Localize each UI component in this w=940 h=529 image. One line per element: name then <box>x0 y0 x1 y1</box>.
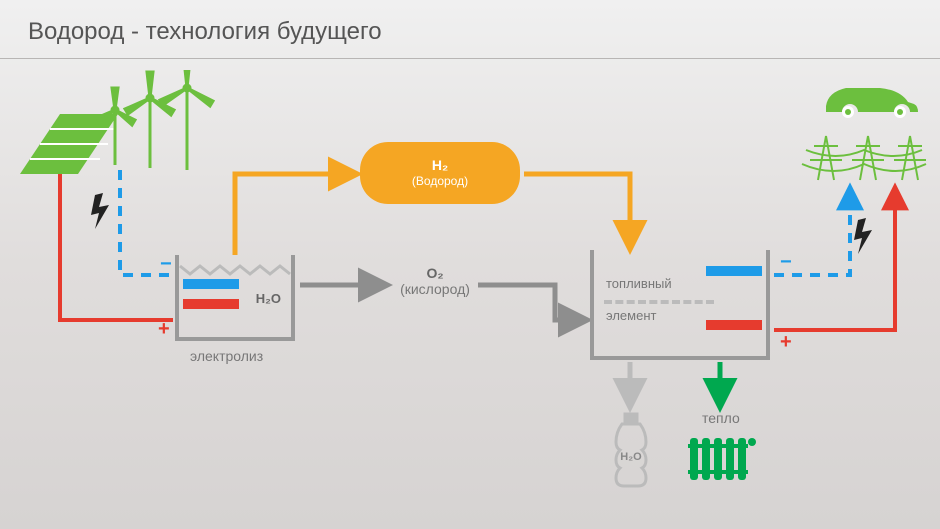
h2-label: (Водород) <box>412 174 468 188</box>
water-bottle-icon: H₂O <box>608 412 654 492</box>
h2-storage-tank: H₂ (Водород) <box>360 142 520 204</box>
svg-text:−: − <box>780 251 792 273</box>
radiator-icon <box>688 428 758 486</box>
fuelcell-membrane <box>604 300 714 304</box>
svg-text:−: − <box>160 253 172 275</box>
power-lines-icon <box>800 120 930 190</box>
electrolysis-h2o-label: H₂O <box>256 291 281 306</box>
heat-label: тепло <box>702 410 740 426</box>
o2-label-block: O₂ (кислород) <box>395 265 475 297</box>
fuelcell-anode <box>706 320 762 330</box>
svg-text:+: + <box>780 331 792 353</box>
car-icon <box>820 76 920 120</box>
o2-sub: (кислород) <box>395 281 475 297</box>
fuelcell-label2: элемент <box>606 308 656 323</box>
fuel-cell-box: топливный элемент <box>590 250 770 360</box>
svg-text:+: + <box>158 318 170 340</box>
fuelcell-label1: топливный <box>606 276 672 291</box>
page-title: Водород - технология будущего <box>28 18 912 46</box>
electrolysis-box: H₂O <box>175 255 295 341</box>
electrolysis-label: электролиз <box>190 348 263 364</box>
water-h2o-text: H₂O <box>620 451 642 463</box>
o2-formula: O₂ <box>395 265 475 281</box>
fuelcell-cathode <box>706 266 762 276</box>
electrode-anode <box>183 299 239 309</box>
electrode-cathode <box>183 279 239 289</box>
wind-turbines-icon <box>95 70 215 180</box>
h2-formula: H₂ <box>432 157 448 174</box>
diagram-canvas: − + − + <box>0 70 940 529</box>
